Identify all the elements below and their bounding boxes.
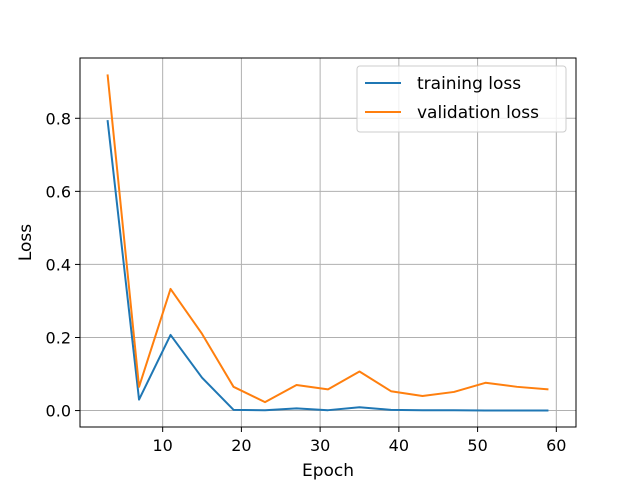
x-axis-title: Epoch: [302, 461, 354, 480]
series-layer: [106, 74, 549, 412]
legend-box: [356, 65, 567, 133]
y-tick-label: 0.2: [46, 328, 71, 347]
legend-label: training loss: [417, 74, 521, 94]
x-tick-label: 50: [467, 436, 487, 455]
y-tick-label: 0.6: [46, 182, 71, 201]
axis-ticks: 10 20 30 40 50 60 0.0 0.2 0.4 0.6 0.8: [46, 109, 567, 455]
x-tick-label: 60: [546, 436, 566, 455]
x-tick-label: 30: [310, 436, 330, 455]
series-line-training-loss: [106, 119, 549, 412]
x-tick-label: 40: [389, 436, 409, 455]
y-axis-title: Loss: [16, 224, 36, 261]
x-tick-label: 20: [231, 436, 251, 455]
y-tick-label: 0.0: [46, 402, 71, 421]
series-line-validation-loss: [106, 74, 549, 404]
legend: training loss validation loss: [356, 65, 567, 133]
legend-label: validation loss: [417, 103, 539, 123]
y-tick-label: 0.4: [46, 255, 71, 274]
y-tick-label: 0.8: [46, 109, 71, 128]
x-tick-label: 10: [152, 436, 172, 455]
plot-frame: [79, 57, 577, 428]
